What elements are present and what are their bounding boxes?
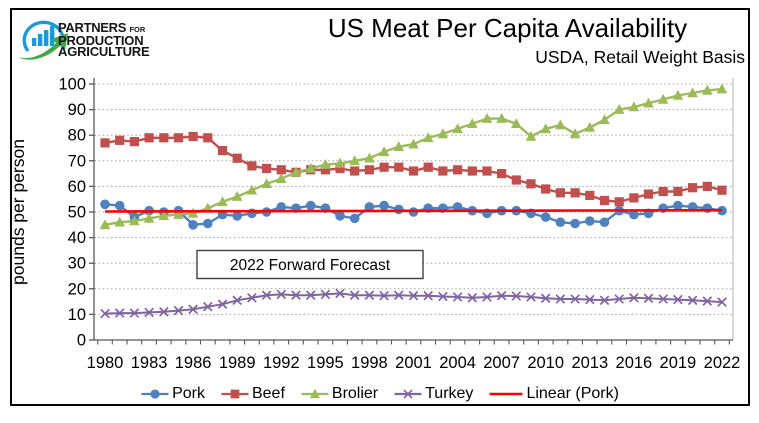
logo-word-for: FOR [129,25,146,34]
partners-production-agriculture-logo: PARTNERS FOR PRODUCTION AGRICULTURE [16,13,150,63]
x-tick-label: 2022 [704,354,741,372]
x-tick-label: 1992 [263,354,300,372]
y-axis-title: pounds per person [8,139,28,285]
y-tick-label: 20 [68,280,86,298]
logo-wordmark: PARTNERS FOR PRODUCTION AGRICULTURE [58,13,150,59]
linear-pork-trendline [104,208,723,213]
y-tick-label: 60 [68,178,86,196]
x-tick-label: 1983 [131,354,168,372]
legend-item-brolier: Brolier [300,385,378,403]
logo-bars-arrow-icon [18,20,68,60]
legend-item-linear-pork: Linear (Pork) [488,384,619,403]
chart-title: US Meat Per Capita Availability [327,13,688,43]
y-tick-label: 50 [68,204,86,222]
logo-word-production: PRODUCTION [58,33,144,48]
x-tick-label: 1986 [175,354,212,372]
forecast-annotation-box [196,249,424,280]
y-tick-label: 90 [68,101,86,119]
x-tick-label: 1989 [219,354,256,372]
logo-word-partners: PARTNERS [58,20,127,35]
y-tick-label: 0 [77,332,86,350]
x-tick-label: 2004 [439,354,476,372]
y-tick-label: 40 [68,229,86,247]
y-tick-label: 30 [68,255,86,273]
legend-item-pork: Pork [140,385,205,403]
legend-label-brolier: Brolier [331,384,379,402]
linear-trendline-icon [489,392,523,395]
legend-label-turkey: Turkey [425,384,474,402]
pork-circle-marker-icon [141,388,169,399]
brolier-triangle-marker-icon [301,388,329,398]
legend-label-pork: Pork [172,384,205,402]
chart-legend: Pork Beef Brolier Turkey Linear (Pork) [0,383,759,404]
chart-subtitle: USDA, Retail Weight Basis [535,47,745,67]
x-tick-label: 1980 [87,354,124,372]
legend-item-beef: Beef [220,385,285,403]
x-tick-label: 1998 [351,354,388,372]
legend-label-beef: Beef [251,384,285,402]
logo-word-agriculture: AGRICULTURE [58,44,150,59]
turkey-x-marker-icon [394,388,422,399]
x-tick-label: 2007 [483,354,520,372]
x-tick-label: 1995 [307,354,344,372]
legend-label-linear-pork: Linear (Pork) [526,384,619,402]
x-tick-label: 2016 [616,354,653,372]
x-tick-label: 2001 [395,354,432,372]
x-tick-label: 2013 [571,354,608,372]
x-tick-label: 2010 [527,354,564,372]
y-tick-label: 100 [58,76,86,94]
legend-item-turkey: Turkey [393,385,473,403]
y-tick-label: 70 [68,152,86,170]
forecast-annotation-text: 2022 Forward Forecast [230,257,391,274]
y-tick-label: 10 [68,306,86,324]
y-tick-label: 80 [68,127,86,145]
beef-square-marker-icon [221,389,249,398]
x-tick-label: 2019 [660,354,697,372]
